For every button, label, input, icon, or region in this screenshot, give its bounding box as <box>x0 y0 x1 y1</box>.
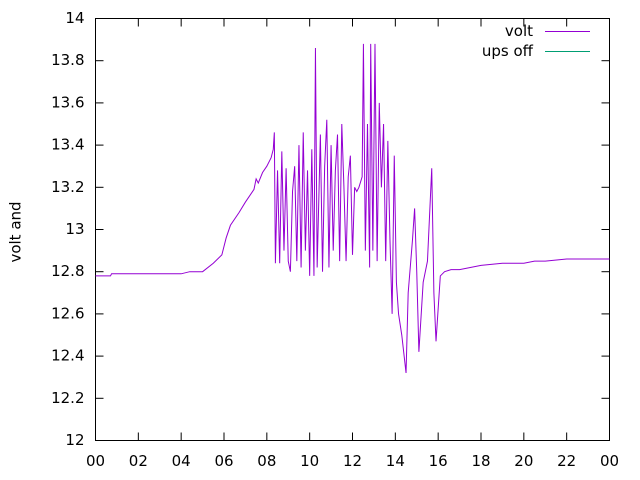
x-tick-label: 14 <box>386 452 405 470</box>
y-tick-label: 12.4 <box>51 347 84 365</box>
y-axis-label: volt and <box>7 201 25 262</box>
y-tick-label: 13.6 <box>51 93 84 111</box>
y-tick-label: 13 <box>65 220 84 238</box>
x-tick-label: 20 <box>514 452 533 470</box>
y-tick-label: 13.4 <box>51 136 84 154</box>
y-tick-label: 12.2 <box>51 389 84 407</box>
x-tick-label: 08 <box>257 452 276 470</box>
x-tick-label: 04 <box>172 452 191 470</box>
y-tick-label: 13.8 <box>51 51 84 69</box>
y-tick-label: 14 <box>65 9 84 27</box>
legend-label: ups off <box>482 42 534 60</box>
x-tick-label: 06 <box>214 452 233 470</box>
x-tick-label: 18 <box>471 452 490 470</box>
y-tick-label: 12.6 <box>51 304 84 322</box>
legend-label: volt <box>505 22 533 40</box>
y-tick-label: 12 <box>65 431 84 449</box>
x-tick-label: 02 <box>129 452 148 470</box>
x-tick-label: 10 <box>300 452 319 470</box>
y-tick-label: 12.8 <box>51 262 84 280</box>
data-line <box>95 43 610 374</box>
x-tick-label: 00 <box>600 452 619 470</box>
plot-frame <box>95 18 610 441</box>
x-tick-label: 00 <box>86 452 105 470</box>
x-tick-label: 12 <box>343 452 362 470</box>
x-tick-label: 22 <box>557 452 576 470</box>
y-tick-label: 13.2 <box>51 178 84 196</box>
x-tick-label: 16 <box>429 452 448 470</box>
